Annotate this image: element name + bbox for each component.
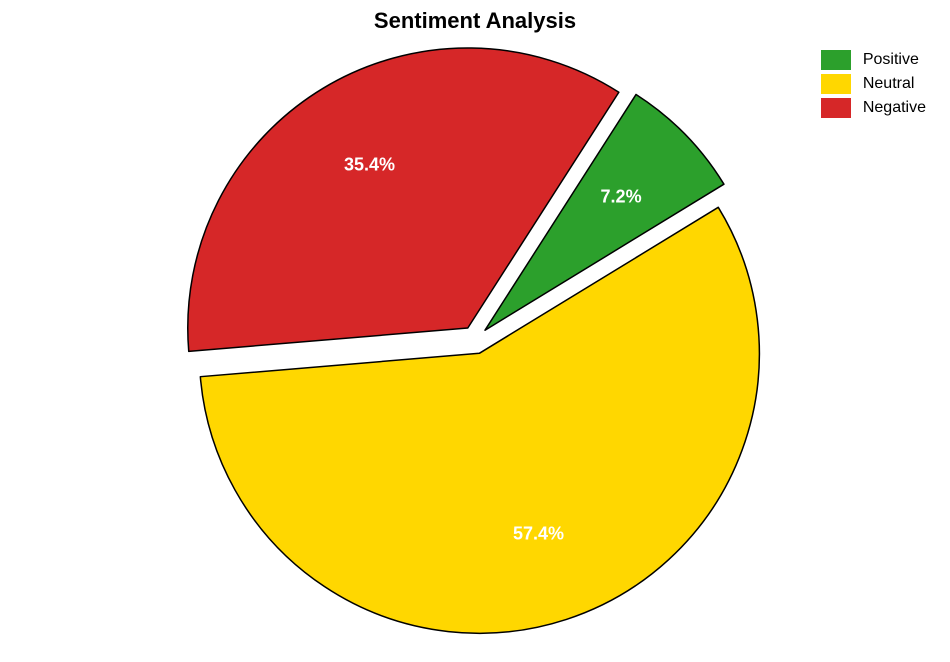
legend-item-neutral: Neutral [821, 72, 926, 96]
legend-item-negative: Negative [821, 96, 926, 120]
legend-label: Positive [863, 51, 919, 69]
legend-swatch-negative [821, 98, 851, 118]
legend: Positive Neutral Negative [821, 48, 926, 120]
legend-label: Neutral [863, 75, 915, 93]
pie-chart-container: Sentiment Analysis PositiveNeutralNegati… [0, 0, 950, 662]
pie-slice-label-positive: 7.2% [601, 187, 642, 208]
legend-swatch-neutral [821, 74, 851, 94]
legend-item-positive: Positive [821, 48, 926, 72]
legend-swatch-positive [821, 50, 851, 70]
legend-label: Negative [863, 99, 926, 117]
pie-slice-label-neutral: 57.4% [513, 524, 564, 545]
pie-svg [0, 0, 950, 662]
pie-slice-label-negative: 35.4% [344, 154, 395, 175]
pie-slice-negative [188, 48, 619, 351]
